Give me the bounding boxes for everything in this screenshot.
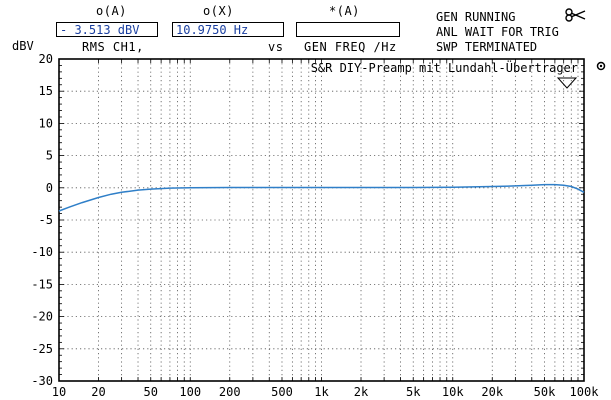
x-tick-label: 20k — [481, 385, 503, 399]
sweep-parameter: GEN FREQ /Hz — [304, 40, 397, 54]
x-tick-labels: 10 20 50 100 200 500 1k 2k 5k 10k 20k 50k 100k — [52, 385, 599, 399]
status-sweep: SWP TERMINATED — [436, 40, 538, 54]
y-tick-label: -25 — [31, 342, 53, 356]
x-tick-label: 20 — [91, 385, 105, 399]
x-tick-label: 1k — [314, 385, 329, 399]
x-tick-label: 10 — [52, 385, 66, 399]
measurement-mode: RMS CH1, — [82, 40, 144, 54]
y-axis-label: dBV — [12, 39, 34, 53]
y-tick-labels: 20 15 10 5 0 -5 -10 -15 -20 -25 -30 — [31, 52, 53, 388]
frequency-readout: 10.9750 Hz — [172, 22, 284, 37]
y-tick-label: 10 — [39, 116, 53, 130]
versus-label: vs — [268, 40, 284, 54]
series-line — [58, 183, 585, 212]
marker-readout — [296, 22, 400, 37]
status-gen: GEN RUNNING — [436, 10, 516, 24]
x-tick-label: 100 — [179, 385, 201, 399]
target-icon — [596, 61, 606, 71]
y-tick-label: -30 — [31, 374, 53, 388]
readout-1-title: o(A) — [96, 4, 127, 18]
x-tick-label: 500 — [271, 385, 293, 399]
x-tick-label: 200 — [219, 385, 241, 399]
y-tick-label: 5 — [46, 149, 53, 163]
y-tick-label: 20 — [39, 52, 53, 66]
y-tick-label: -5 — [39, 213, 53, 227]
x-tick-label: 10k — [442, 385, 464, 399]
x-tick-label: 2k — [354, 385, 369, 399]
y-tick-label: -15 — [31, 277, 53, 291]
status-anl: ANL WAIT FOR TRIG — [436, 25, 559, 39]
chart-series — [58, 183, 585, 212]
level-readout: - 3.513 dBV — [56, 22, 158, 37]
x-tick-label: 50k — [534, 385, 556, 399]
chart-title: S&R DIY-Preamp mit Lundahl-Übertrager — [311, 59, 578, 75]
chart-grid — [59, 59, 584, 381]
readout-2-title: o(X) — [203, 4, 234, 18]
x-tick-label: 100k — [570, 385, 600, 399]
x-tick-label: 5k — [406, 385, 421, 399]
readout-3-title: *(A) — [329, 4, 360, 18]
y-tick-label: 15 — [39, 84, 53, 98]
marker-triangle — [556, 77, 578, 89]
scissors-icon — [565, 8, 586, 22]
x-tick-label: 50 — [144, 385, 158, 399]
y-tick-label: -10 — [31, 245, 53, 259]
y-tick-label: 0 — [46, 181, 53, 195]
chart-ticks — [58, 58, 584, 382]
y-tick-label: -20 — [31, 310, 53, 324]
